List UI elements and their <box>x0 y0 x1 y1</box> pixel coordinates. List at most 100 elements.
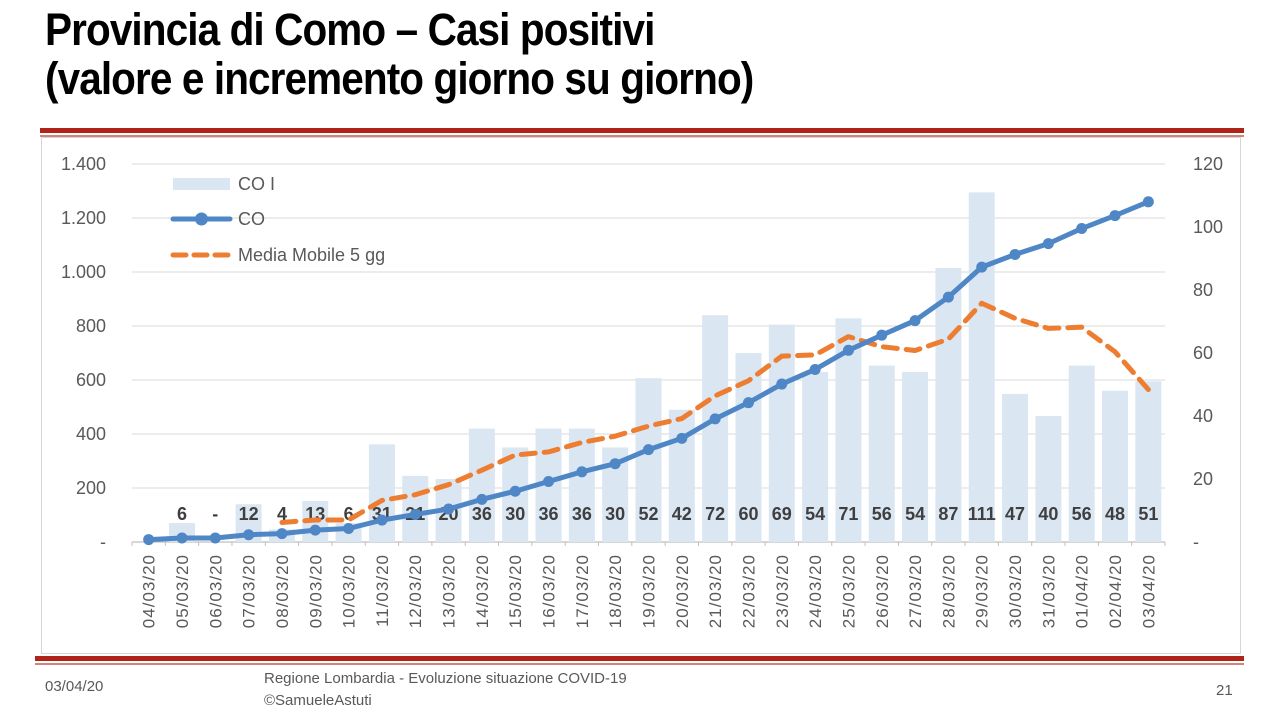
cases-line-marker <box>609 458 621 470</box>
right-axis-tick-label: 40 <box>1193 406 1213 426</box>
bar-data-label: 36 <box>539 504 559 524</box>
cases-line-marker <box>1109 210 1121 222</box>
legend-label: CO <box>238 209 265 229</box>
legend-swatch-marker <box>195 212 208 226</box>
cases-line-marker <box>709 413 721 425</box>
date-axis-label: 24/03/20 <box>806 554 825 628</box>
bar-data-label: 12 <box>239 504 259 524</box>
cases-line-marker <box>443 503 455 515</box>
date-axis-label: 08/03/20 <box>273 554 292 628</box>
slide-title: Provincia di Como – Casi positivi (valor… <box>45 5 754 103</box>
cases-line-marker <box>876 329 888 341</box>
date-axis-label: 16/03/20 <box>540 554 559 628</box>
bar <box>1102 390 1129 542</box>
slide-footer: 03/04/20 Regione Lombardia - Evoluzione … <box>0 666 1280 720</box>
left-axis-tick-label: 1.400 <box>61 154 106 174</box>
bar-data-label: 6 <box>344 504 354 524</box>
bar <box>1135 381 1162 542</box>
date-axis-label: 06/03/20 <box>206 554 225 628</box>
cases-line-marker <box>343 523 355 534</box>
cases-line-marker <box>1009 248 1021 260</box>
bar-data-label: 30 <box>505 504 525 524</box>
bar-data-label: 60 <box>738 504 758 524</box>
bar-data-label: 54 <box>805 504 825 524</box>
date-axis-label: 26/03/20 <box>873 554 892 628</box>
date-axis-label: 04/03/20 <box>140 554 159 628</box>
bar-data-label: 52 <box>638 504 658 524</box>
bar <box>802 371 829 542</box>
right-axis-tick-label: 120 <box>1193 154 1223 174</box>
bar <box>1068 365 1095 542</box>
date-axis-label: 20/03/20 <box>673 554 692 628</box>
right-axis-tick-label: 20 <box>1193 469 1213 489</box>
bar <box>1035 416 1062 542</box>
left-axis-tick-label: 600 <box>76 370 106 390</box>
footer-attribution-line2: ©SamueleAstuti <box>264 691 372 709</box>
left-axis-tick-label: 800 <box>76 316 106 336</box>
date-axis-label: 01/04/20 <box>1073 554 1092 628</box>
date-axis-label: 03/04/20 <box>1139 554 1158 628</box>
bar-data-label: 54 <box>905 504 925 524</box>
date-axis-label: 23/03/20 <box>773 554 792 628</box>
bar <box>1002 393 1029 542</box>
cases-line-marker <box>309 524 321 536</box>
date-axis-label: 18/03/20 <box>606 554 625 628</box>
bar-data-label: 56 <box>872 504 892 524</box>
date-axis-label: 09/03/20 <box>306 554 325 628</box>
page-number: 21 <box>1216 682 1233 699</box>
bar <box>868 365 895 542</box>
date-axis-label: 28/03/20 <box>939 554 958 628</box>
bar-data-label: 30 <box>605 504 625 524</box>
bar-data-label: 87 <box>938 504 958 524</box>
legend-label: Media Mobile 5 gg <box>238 245 385 265</box>
bar-data-label: 69 <box>772 504 792 524</box>
bar <box>768 324 795 542</box>
left-axis-tick-label: 200 <box>76 478 106 498</box>
cases-line-marker <box>509 485 521 497</box>
right-axis-tick-label: 80 <box>1193 280 1213 300</box>
date-axis-label: 12/03/20 <box>406 554 425 628</box>
cases-line-marker <box>476 493 488 505</box>
bar-data-label: 47 <box>1005 504 1025 524</box>
bar-data-label: 40 <box>1038 504 1058 524</box>
bar <box>402 475 429 542</box>
date-axis-label: 27/03/20 <box>906 554 925 628</box>
footer-attribution-line1: Regione Lombardia - Evoluzione situazion… <box>264 670 627 687</box>
date-axis-label: 15/03/20 <box>506 554 525 628</box>
left-axis-tick-label: 1.200 <box>61 208 106 228</box>
bar-data-label: 36 <box>572 504 592 524</box>
cases-line-marker <box>143 534 155 546</box>
date-axis-label: 19/03/20 <box>640 554 659 628</box>
divider-thick-line <box>35 656 1244 661</box>
left-axis-tick-label: 400 <box>76 424 106 444</box>
cases-line-marker <box>543 476 555 488</box>
cases-line-marker <box>376 514 388 526</box>
bar-data-label: - <box>212 504 218 524</box>
bar <box>635 378 662 542</box>
moving-average-line <box>279 300 1151 525</box>
date-axis-label: 29/03/20 <box>973 554 992 628</box>
chart-svg: 1.4001.2001.000800600400200-120100806040… <box>61 154 1223 628</box>
divider-gap <box>40 133 1244 135</box>
cases-line-marker <box>776 378 788 390</box>
divider-thick-line <box>40 128 1244 133</box>
cases-line-marker <box>842 344 854 356</box>
cases-line-marker <box>1076 223 1088 235</box>
bar-data-label: 6 <box>177 504 187 524</box>
bar <box>702 315 729 542</box>
cases-line-marker <box>1142 196 1154 208</box>
right-axis-tick-label: 100 <box>1193 217 1223 237</box>
title-divider-line <box>40 128 1244 137</box>
cases-line-marker <box>209 532 221 544</box>
divider-thin-line <box>35 663 1244 665</box>
legend-label: CO I <box>238 174 275 194</box>
date-axis-label: 10/03/20 <box>340 554 359 628</box>
cases-line-marker <box>742 397 754 409</box>
bar-data-label: 51 <box>1138 504 1158 524</box>
bar <box>935 267 962 542</box>
cases-line-marker <box>809 363 821 375</box>
date-axis-label: 05/03/20 <box>173 554 192 628</box>
footer-divider-line <box>35 656 1244 665</box>
date-axis-label: 17/03/20 <box>573 554 592 628</box>
